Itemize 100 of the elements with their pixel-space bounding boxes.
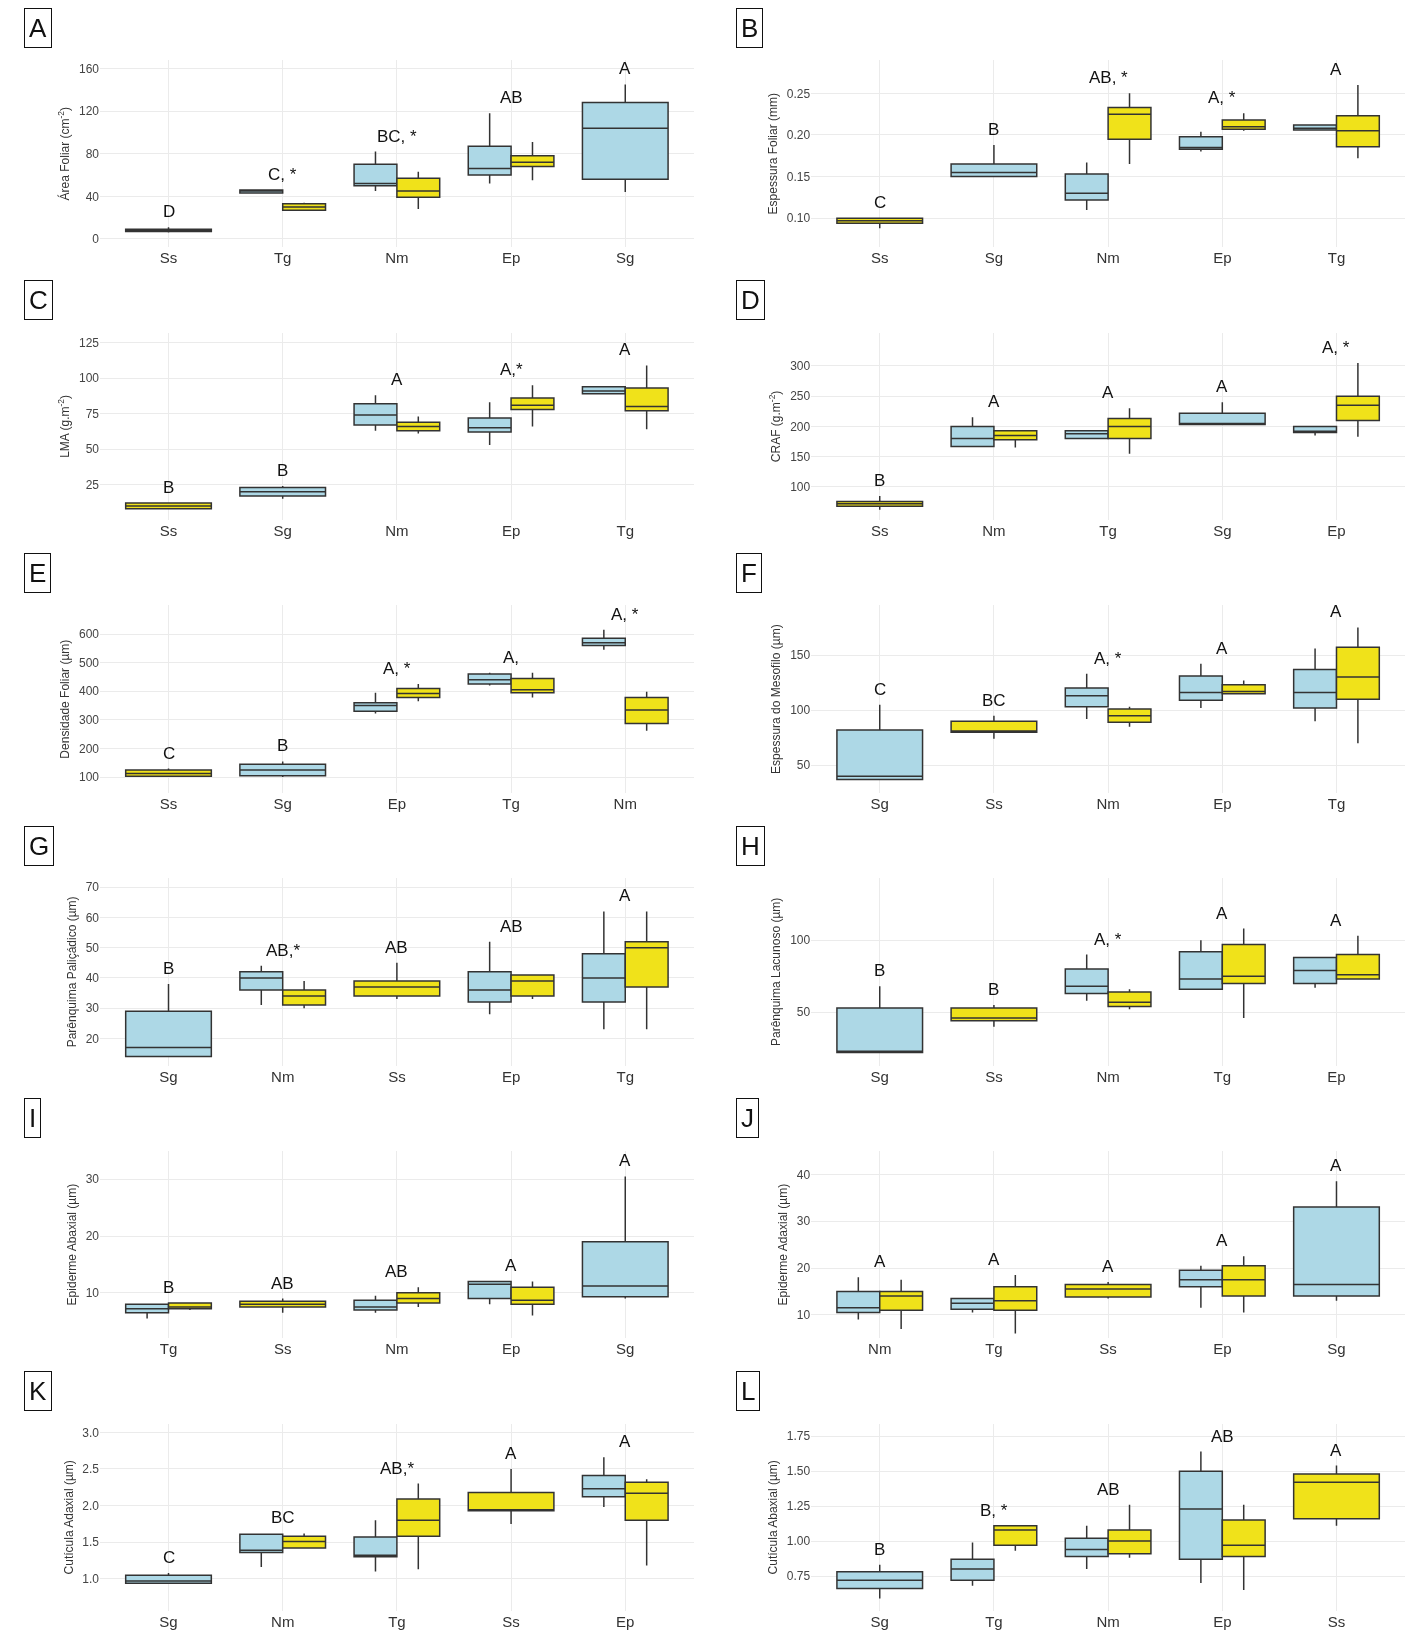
y-tick-label: 150 [790,648,811,663]
annotation: A [619,340,631,359]
x-tick-label: Sg [870,1067,889,1085]
annotation: C [874,193,887,212]
x-tick-label: Ep [1327,522,1346,540]
x-tick-label: Nm [613,794,637,812]
annotation: D [163,202,176,221]
y-axis-title: Espessura do Mesofilo (µm) [769,624,784,774]
x-tick-label: Nm [385,1340,409,1358]
x-tick-label: Nm [385,249,409,267]
annotation: C, * [268,165,297,184]
annotation: BC [271,1508,295,1527]
x-tick-label: Tg [616,1067,635,1085]
annotation: A, * [1094,930,1122,949]
x-tick-label: Ss [985,1067,1003,1085]
annotation: A [1330,60,1342,79]
y-tick-label: 120 [78,104,100,119]
annotation: A, * [1094,649,1122,668]
x-tick-label: Ep [1213,794,1232,812]
annotation: A [988,392,1000,411]
y-tick-label: 300 [790,359,811,374]
y-tick-label: 100 [790,703,811,718]
chart-title: J [741,1103,754,1133]
x-tick-label: Nm [1096,1067,1120,1085]
y-tick-label: 0.75 [786,1569,811,1584]
x-tick-label: Ss [985,794,1003,812]
y-tick-label: 70 [85,880,100,895]
annotation: AB [1211,1427,1234,1446]
chart-title: G [29,831,50,861]
y-tick-label: 300 [78,713,100,728]
y-tick-label: 1.5 [82,1535,100,1550]
y-tick-label: 30 [85,1172,100,1187]
annotation: B, * [980,1501,1008,1520]
chart-title: A [29,13,47,43]
annotation: B [163,1278,175,1297]
y-tick-label: 30 [85,1001,100,1016]
annotation: AB,* [266,941,301,960]
annotation: AB,* [380,1459,415,1478]
annotation: A [391,370,403,389]
x-tick-label: Tg [388,1613,406,1630]
x-tick-label: Sg [159,1067,178,1085]
annotation: B [988,120,1000,139]
x-tick-label: Nm [1096,794,1120,812]
y-tick-label: 50 [796,758,811,773]
x-tick-label: Nm [385,522,409,540]
x-tick-label: Sg [159,1613,178,1630]
y-tick-label: 60 [85,910,100,925]
annotation: A [874,1252,886,1271]
annotation: A [1330,1156,1342,1175]
x-tick-label: Ss [1327,1613,1346,1630]
x-tick-label: Ep [387,794,407,812]
x-tick-label: Ss [159,794,178,812]
y-tick-label: 80 [85,146,100,161]
x-tick-label: Ss [870,249,889,267]
annotation: AB [500,88,523,107]
annotation: B [988,980,1000,999]
annotation: AB [271,1274,294,1293]
annotation: AB [385,938,408,957]
y-tick-label: 1.25 [786,1499,811,1514]
y-tick-label: 100 [790,480,811,495]
x-tick-label: Sg [273,522,292,540]
y-axis-title: Cutícula Adaxial (µm) [61,1460,76,1575]
y-tick-label: 200 [790,419,811,434]
y-tick-label: 50 [796,1005,811,1020]
chart-title: D [741,285,760,315]
y-tick-label: 20 [85,1229,100,1244]
y-tick-label: 0 [92,232,100,247]
x-tick-label: Ep [1327,1067,1346,1085]
y-tick-label: 2.5 [82,1462,100,1477]
annotation: B [874,1540,886,1559]
y-tick-label: 20 [796,1261,811,1276]
y-tick-label: 125 [78,335,100,350]
annotation: B [163,959,175,978]
y-tick-label: 2.0 [82,1498,100,1513]
y-tick-label: 1.75 [786,1429,811,1444]
x-tick-label: Ss [1099,1340,1117,1358]
y-axis-title: Epiderme Abaxial (µm) [64,1183,79,1306]
x-tick-label: Ss [159,522,178,540]
annotation: B [874,961,886,980]
y-tick-label: 100 [78,371,100,386]
y-tick-label: 100 [790,933,811,948]
y-tick-label: 30 [796,1214,811,1229]
x-tick-label: Sg [870,1613,889,1630]
y-tick-label: 0.25 [786,86,811,101]
y-tick-label: 50 [85,940,100,955]
y-tick-label: 200 [78,741,100,756]
annotation: A,* [500,360,524,379]
x-tick-label: Tg [159,1340,178,1358]
y-axis-title: Epiderme Adaxial (µm) [776,1183,791,1306]
x-tick-label: Sg [273,794,292,812]
x-tick-label: Nm [1096,1613,1120,1630]
y-axis-title: Espessura Foliar (mm) [766,93,781,215]
annotation: B [277,461,289,480]
y-tick-label: 160 [78,61,100,76]
chart-title: E [29,558,47,588]
x-tick-label: Tg [502,794,520,812]
annotation: A, * [1322,338,1350,357]
y-tick-label: 75 [85,406,100,421]
annotation: AB, * [1089,68,1129,87]
annotation: B [163,478,175,497]
